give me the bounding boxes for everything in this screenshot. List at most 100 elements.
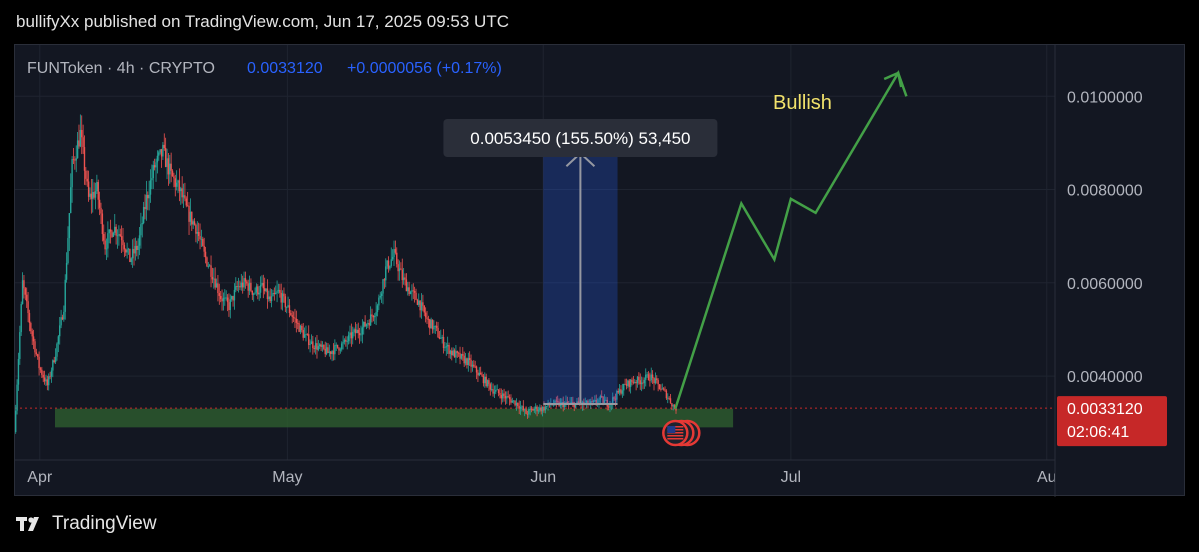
candle-body: [67, 238, 69, 264]
candle: [335, 342, 337, 351]
candle-body: [541, 406, 544, 412]
candle-body: [389, 265, 391, 269]
candle: [334, 339, 336, 361]
candle-body: [546, 405, 548, 407]
candle: [133, 238, 135, 266]
candle: [495, 385, 497, 395]
candle: [349, 325, 351, 344]
candle: [78, 124, 80, 149]
candle: [464, 352, 467, 366]
candle-body: [219, 295, 222, 299]
candle-body: [78, 140, 80, 147]
candle-body: [70, 187, 72, 214]
price-chart[interactable]: 0.0053450 (155.50%) 53,450 Bullish 0.010…: [15, 45, 1186, 497]
candle: [532, 407, 534, 411]
candle: [155, 158, 157, 182]
candle: [303, 327, 306, 338]
candle-body: [302, 330, 304, 338]
candle: [280, 283, 282, 310]
candle: [603, 394, 606, 404]
candle-body: [284, 296, 287, 308]
candle-body: [64, 279, 66, 312]
candle: [235, 277, 237, 293]
candle-body: [577, 401, 580, 404]
candle-body: [16, 384, 18, 411]
candle-body: [459, 353, 461, 359]
candle-body: [314, 343, 317, 350]
candle-body: [479, 372, 482, 375]
candle: [104, 232, 106, 255]
candle-body: [463, 355, 465, 364]
candle-body: [75, 158, 77, 161]
candle: [228, 293, 230, 317]
candle-body: [92, 192, 94, 199]
candle: [330, 351, 332, 360]
candle: [662, 387, 665, 391]
candle: [325, 342, 328, 356]
candle: [444, 341, 446, 352]
candle: [646, 371, 648, 378]
candle: [136, 240, 138, 257]
candle-body: [605, 399, 607, 401]
candle: [266, 279, 269, 309]
candle-body: [661, 388, 663, 390]
candle: [306, 333, 309, 336]
candle-body: [456, 351, 458, 353]
candle: [437, 322, 439, 338]
y-tick-label: 0.0040000: [1067, 369, 1143, 386]
candle: [46, 375, 49, 391]
candle: [427, 315, 430, 328]
candle-body: [48, 376, 50, 386]
candle: [243, 271, 245, 292]
candle-body: [328, 351, 331, 353]
candle-body: [638, 376, 640, 381]
candle-body: [533, 408, 536, 411]
candle-body: [471, 364, 474, 367]
candle-body: [295, 318, 298, 323]
candle-body: [540, 407, 542, 412]
candle-body: [369, 314, 372, 326]
candle: [288, 298, 291, 318]
candle-body: [214, 278, 216, 288]
chart-panel[interactable]: 0.0053450 (155.50%) 53,450 Bullish 0.010…: [14, 44, 1186, 497]
candle: [204, 246, 207, 264]
candle: [195, 223, 197, 243]
candle-body: [269, 296, 271, 302]
candle: [448, 342, 450, 359]
candle-body: [413, 290, 416, 293]
candle-body: [570, 402, 573, 404]
candle-body: [189, 211, 192, 222]
candle-body: [280, 292, 282, 303]
candle: [59, 316, 61, 345]
candle-body: [208, 265, 211, 267]
candle: [291, 310, 293, 324]
candle-body: [640, 382, 643, 385]
candle: [667, 393, 669, 404]
candle: [467, 352, 469, 372]
candle: [169, 154, 171, 184]
candle-body: [512, 400, 515, 402]
candle: [449, 349, 452, 359]
candle-body: [643, 379, 646, 384]
last-price-label: 0.0033120: [247, 60, 323, 77]
candle-body: [180, 188, 182, 192]
candle-body: [207, 266, 209, 267]
bullish-label: Bullish: [773, 92, 832, 114]
candle-body: [228, 302, 230, 311]
candle-body: [244, 278, 247, 282]
candle-body: [645, 374, 647, 380]
candle-body: [603, 400, 606, 403]
candle: [283, 287, 285, 303]
candle: [43, 370, 46, 385]
candle-body: [308, 334, 310, 345]
candle-body: [493, 391, 496, 394]
candle: [145, 180, 148, 221]
candle-body: [492, 389, 494, 394]
candle: [636, 375, 639, 388]
candle-body: [15, 410, 17, 433]
candle-body: [372, 316, 375, 318]
candle: [236, 280, 238, 292]
candle: [159, 149, 161, 155]
candle: [188, 202, 190, 236]
candle-body: [257, 286, 259, 295]
